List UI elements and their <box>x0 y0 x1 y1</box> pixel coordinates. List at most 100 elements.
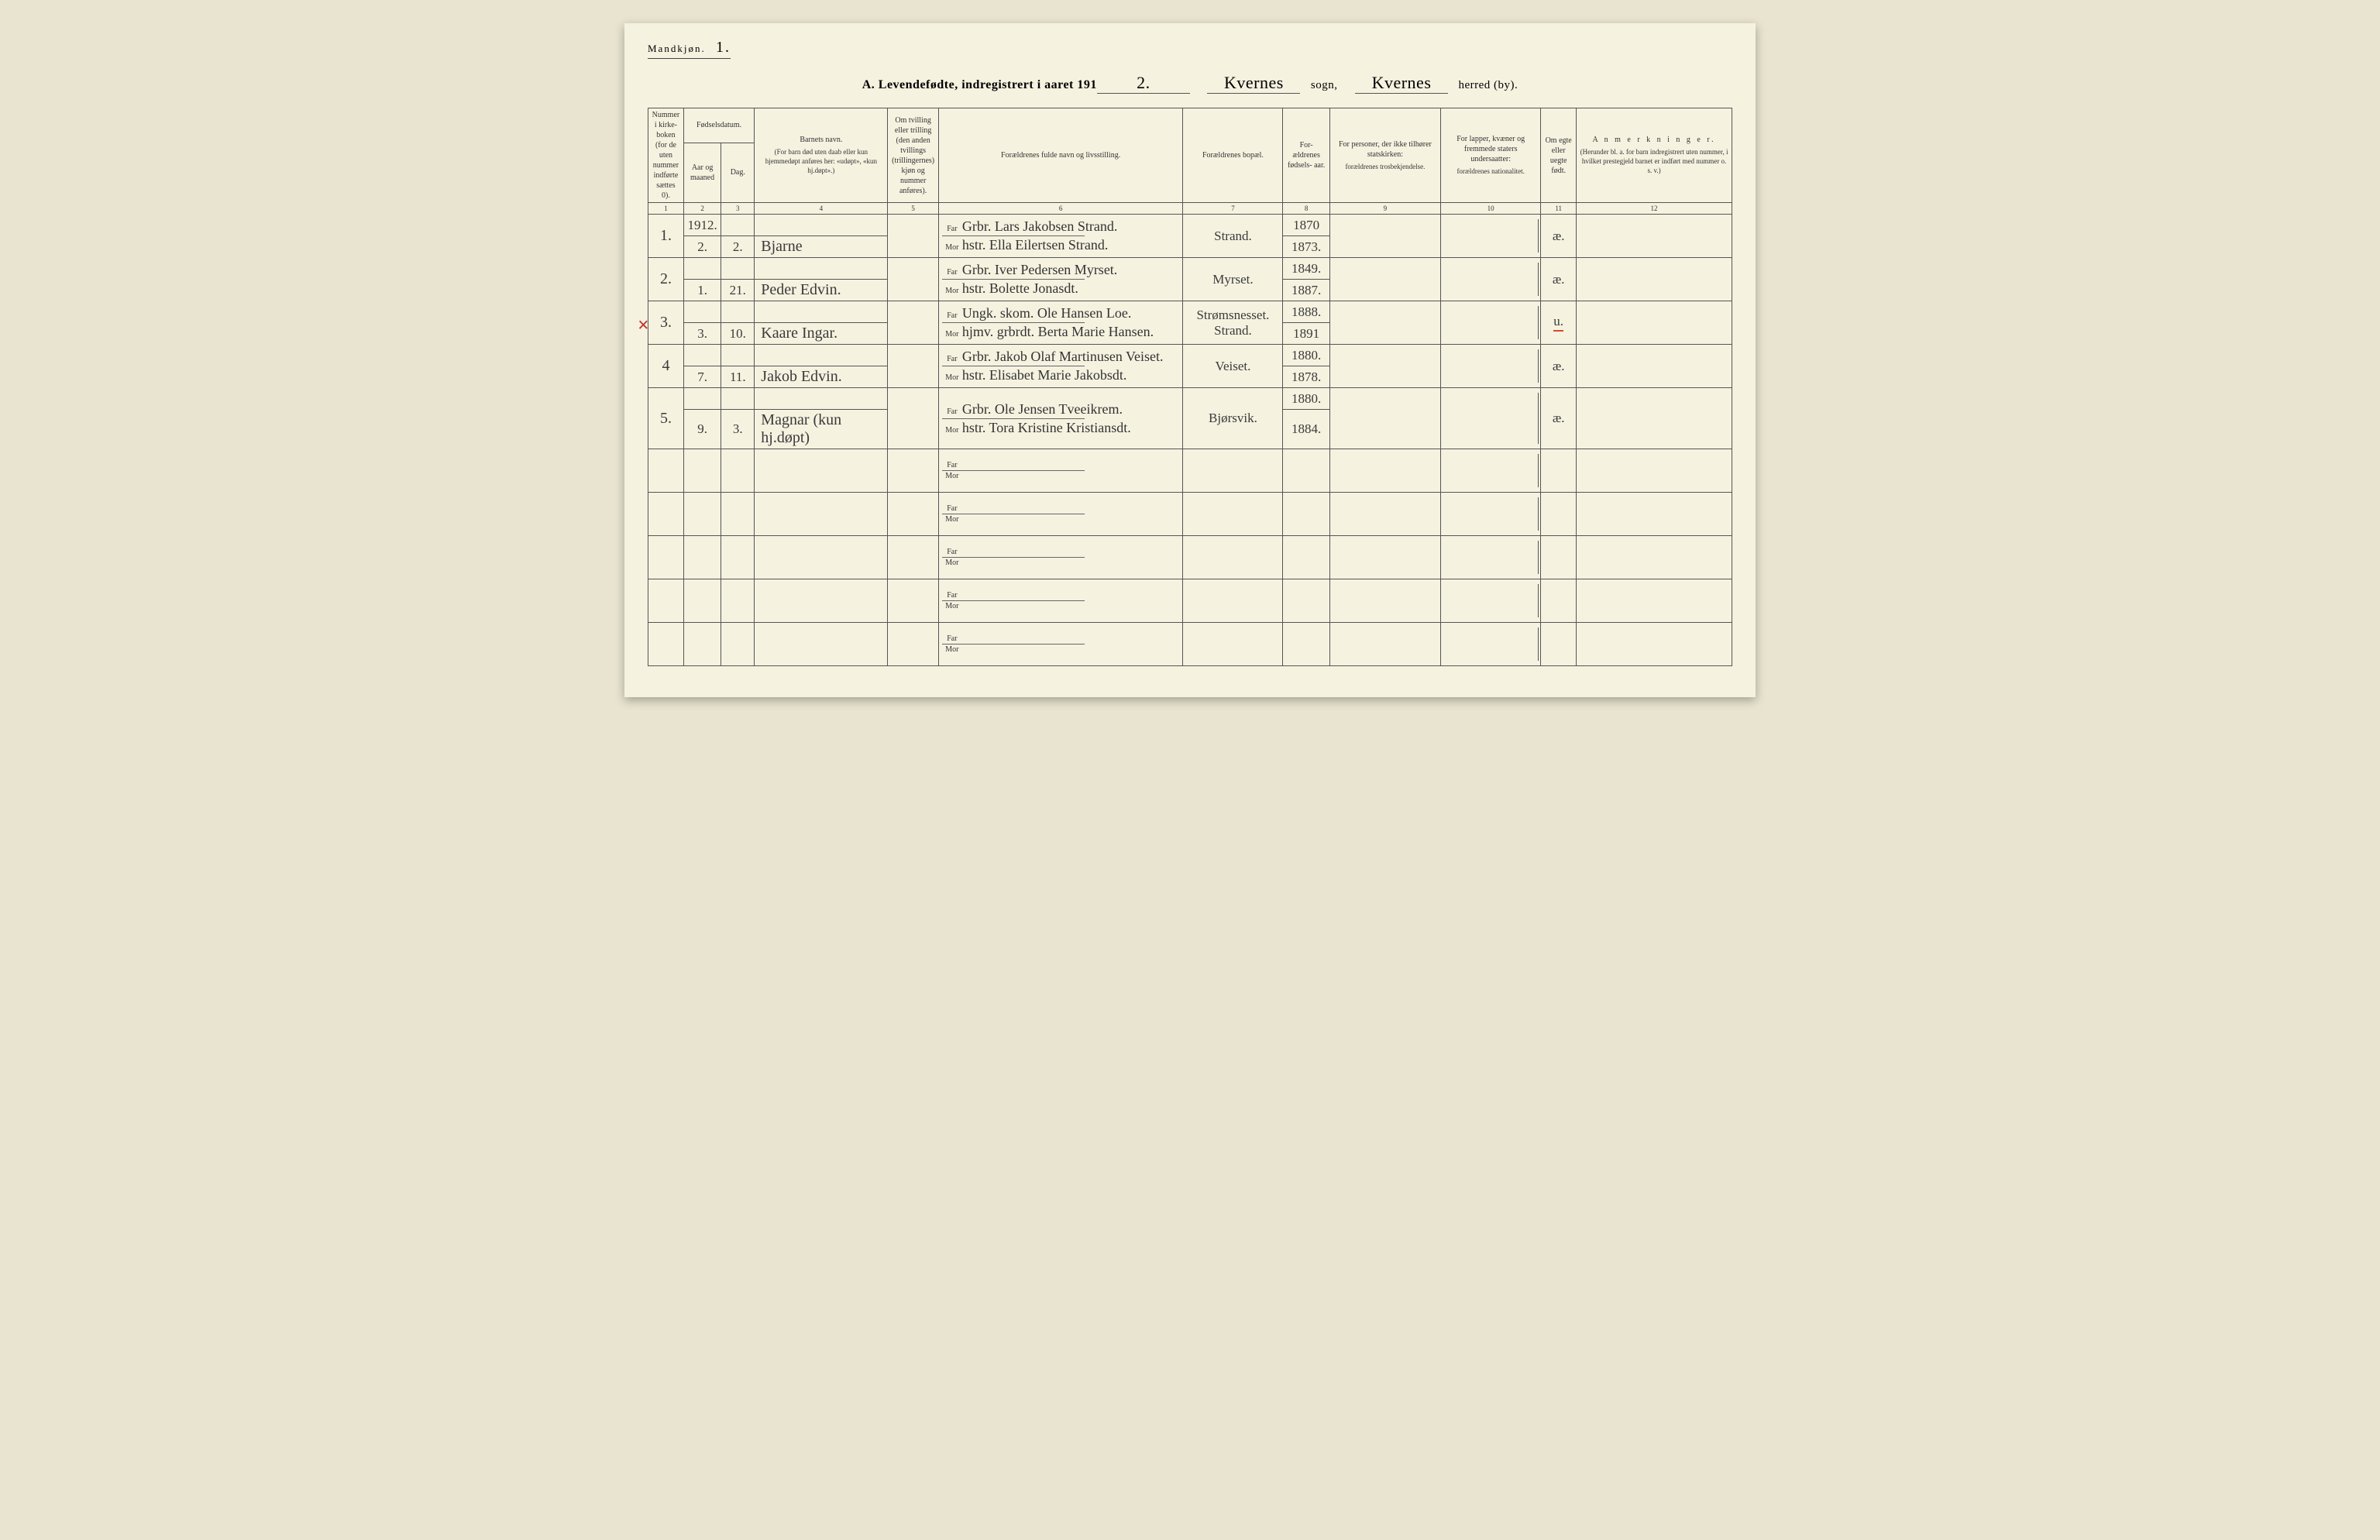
cell-nationality <box>1441 345 1541 388</box>
empty-cell <box>1441 493 1541 536</box>
empty-cell <box>683 449 721 493</box>
cell-father-year: 1870 <box>1283 215 1329 236</box>
cell-month: 9. <box>683 410 721 449</box>
father-name: Grbr. Jakob Olaf Martinusen Veiset. <box>962 349 1164 365</box>
cell-day: 10. <box>721 323 755 345</box>
empty-cell: Far Mor <box>938 623 1183 666</box>
empty-cell <box>721 493 755 536</box>
cell-remarks <box>1577 388 1732 449</box>
cell-name-upper <box>755 388 888 410</box>
cell-child-name: Jakob Edvin. <box>755 366 888 388</box>
empty-cell <box>1329 623 1440 666</box>
empty-cell <box>1183 493 1283 536</box>
title-text: Levendefødte, indregistrert i aaret 191 <box>879 78 1097 91</box>
cell-child-name: Kaare Ingar. <box>755 323 888 345</box>
residence-mother: Strand. <box>1186 323 1279 339</box>
mother-name: hstr. Elisabet Marie Jakobsdt. <box>962 367 1126 383</box>
cell-remarks <box>1577 301 1732 345</box>
legitimacy-value: æ. <box>1553 411 1565 425</box>
cell-remarks <box>1577 345 1732 388</box>
mother-label: Mor <box>942 472 962 480</box>
cell-religion <box>1329 345 1440 388</box>
empty-cell <box>1541 449 1577 493</box>
col-header-9a: For personer, der ikke tilhører statskir… <box>1333 139 1437 160</box>
legitimacy-value: u. <box>1553 314 1563 332</box>
father-name: Grbr. Lars Jakobsen Strand. <box>962 218 1117 235</box>
empty-cell <box>683 536 721 579</box>
cell-mother-year: 1891 <box>1283 323 1329 345</box>
title-row: A. Levendefødte, indregistrert i aaret 1… <box>648 73 1732 94</box>
cell-twin <box>888 258 938 301</box>
cell-residence: Myrset. <box>1183 258 1283 301</box>
col-header-12a: A n m e r k n i n g e r. <box>1580 135 1728 145</box>
empty-cell <box>1329 536 1440 579</box>
residence-father: Strømsnesset. <box>1186 308 1279 323</box>
cell-month: 7. <box>683 366 721 388</box>
empty-cell <box>888 449 938 493</box>
cell-father-year: 1849. <box>1283 258 1329 280</box>
father-label: Far <box>942 461 962 469</box>
table-row: 2.FarGrbr. Iver Pedersen Myrset.Morhstr.… <box>648 258 1732 280</box>
empty-cell <box>755 579 888 623</box>
cell-parents: FarGrbr. Iver Pedersen Myrset.Morhstr. B… <box>938 258 1183 301</box>
cell-parents: FarUngk. skom. Ole Hansen Loe.Morhjmv. g… <box>938 301 1183 345</box>
empty-cell <box>721 536 755 579</box>
empty-cell <box>1577 579 1732 623</box>
cell-number: 1. <box>648 215 684 258</box>
mother-label: Mor <box>942 426 962 435</box>
cell-number: 2. <box>648 258 684 301</box>
cell-year: 1912. <box>683 215 721 236</box>
col-header-2b: Dag. <box>721 143 755 202</box>
col-header-10b: forældrenes nationalitet. <box>1444 167 1537 177</box>
father-label: Far <box>942 311 962 320</box>
title-year: 2. <box>1097 73 1190 94</box>
cell-day-upper <box>721 345 755 366</box>
colnum-1: 1 <box>648 203 684 215</box>
cell-child-name: Peder Edvin. <box>755 280 888 301</box>
cell-year <box>683 258 721 280</box>
father-label: Far <box>942 591 962 600</box>
father-label: Far <box>942 634 962 643</box>
cell-residence: Veiset. <box>1183 345 1283 388</box>
empty-cell <box>888 536 938 579</box>
empty-cell <box>648 449 684 493</box>
mother-label: Mor <box>942 373 962 382</box>
gender-page-num: 1. <box>716 39 731 56</box>
father-name: Ungk. skom. Ole Hansen Loe. <box>962 305 1131 321</box>
mother-label: Mor <box>942 645 962 654</box>
empty-cell <box>755 493 888 536</box>
cell-number: 5. <box>648 388 684 449</box>
table-row: 1.1912.FarGrbr. Lars Jakobsen Strand.Mor… <box>648 215 1732 236</box>
col-header-4: Barnets navn. (For barn død uten daab el… <box>755 108 888 203</box>
col-header-8: For- ældrenes fødsels- aar. <box>1283 108 1329 203</box>
empty-cell <box>1283 449 1329 493</box>
empty-cell <box>888 579 938 623</box>
cell-day: 2. <box>721 236 755 258</box>
father-name: Grbr. Iver Pedersen Myrset. <box>962 262 1117 278</box>
column-number-row: 1 2 3 4 5 6 7 8 9 10 11 12 <box>648 203 1732 215</box>
empty-cell <box>721 623 755 666</box>
cell-day-upper <box>721 258 755 280</box>
mother-name: hstr. Ella Eilertsen Strand. <box>962 237 1108 253</box>
empty-cell <box>1283 623 1329 666</box>
cell-nationality <box>1441 215 1541 258</box>
cell-day: 3. <box>721 410 755 449</box>
herred-label: herred (by). <box>1458 79 1518 91</box>
cell-month: 2. <box>683 236 721 258</box>
legitimacy-value: æ. <box>1553 272 1565 287</box>
colnum-4: 4 <box>755 203 888 215</box>
cell-day: 11. <box>721 366 755 388</box>
cell-name-upper <box>755 215 888 236</box>
cell-year <box>683 301 721 323</box>
table-header: Nummer i kirke- boken (for de uten numme… <box>648 108 1732 215</box>
cell-mother-year: 1884. <box>1283 410 1329 449</box>
mother-label: Mor <box>942 243 962 252</box>
cell-parents: FarGrbr. Lars Jakobsen Strand.Morhstr. E… <box>938 215 1183 258</box>
empty-cell <box>1541 623 1577 666</box>
table-body: 1.1912.FarGrbr. Lars Jakobsen Strand.Mor… <box>648 215 1732 666</box>
empty-cell <box>648 623 684 666</box>
father-label: Far <box>942 504 962 513</box>
margin-mark-icon: × <box>638 314 649 337</box>
empty-cell <box>1329 493 1440 536</box>
empty-cell <box>755 536 888 579</box>
